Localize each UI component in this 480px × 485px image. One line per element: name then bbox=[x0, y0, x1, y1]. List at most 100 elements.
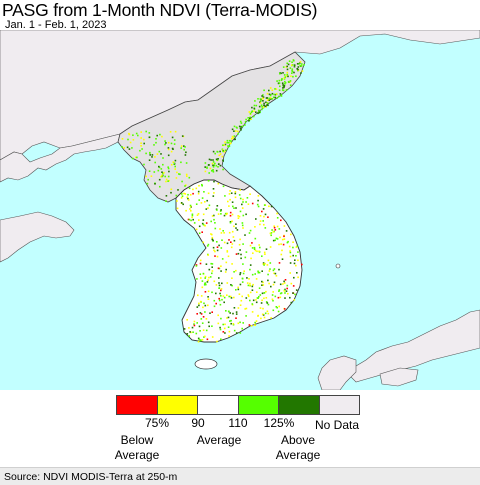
ndvi-pixel bbox=[239, 249, 241, 251]
ndvi-pixel bbox=[251, 106, 253, 109]
ndvi-pixel bbox=[143, 142, 145, 145]
ndvi-pixel bbox=[279, 93, 282, 95]
ndvi-pixel bbox=[200, 313, 203, 315]
ndvi-pixel bbox=[181, 193, 183, 195]
ndvi-pixel bbox=[234, 192, 237, 195]
ndvi-pixel bbox=[283, 77, 286, 79]
ndvi-pixel bbox=[202, 219, 205, 221]
ndvi-pixel bbox=[237, 286, 239, 289]
ndvi-pixel bbox=[238, 215, 241, 218]
ndvi-pixel bbox=[241, 295, 243, 298]
ndvi-pixel bbox=[258, 287, 261, 289]
ndvi-pixel bbox=[223, 241, 226, 244]
ndvi-pixel bbox=[278, 290, 280, 292]
ndvi-pixel bbox=[160, 168, 163, 170]
ndvi-pixel bbox=[140, 131, 142, 133]
ndvi-pixel bbox=[272, 96, 275, 99]
ndvi-pixel bbox=[165, 178, 168, 181]
ndvi-pixel bbox=[257, 315, 259, 317]
ndvi-pixel bbox=[214, 250, 216, 253]
japan-kyushu bbox=[317, 355, 357, 390]
ndvi-pixel bbox=[232, 236, 235, 238]
ndvi-pixel bbox=[269, 232, 272, 235]
ndvi-pixel bbox=[191, 214, 194, 217]
ndvi-pixel bbox=[204, 335, 206, 338]
ndvi-pixel bbox=[247, 117, 249, 119]
ndvi-pixel bbox=[196, 214, 199, 216]
ndvi-pixel bbox=[294, 293, 296, 296]
ndvi-pixel bbox=[121, 146, 123, 148]
ndvi-pixel bbox=[143, 138, 145, 141]
ndvi-pixel bbox=[268, 282, 270, 285]
ndvi-pixel bbox=[286, 284, 289, 287]
ndvi-pixel bbox=[195, 332, 198, 335]
ndvi-pixel bbox=[200, 295, 203, 297]
ndvi-pixel bbox=[257, 112, 259, 115]
ndvi-pixel bbox=[255, 111, 257, 113]
ndvi-pixel bbox=[265, 290, 267, 293]
ndvi-pixel bbox=[278, 89, 281, 91]
ndvi-pixel bbox=[226, 141, 228, 144]
ndvi-pixel bbox=[216, 150, 218, 153]
ndvi-pixel bbox=[205, 222, 208, 224]
ndvi-pixel bbox=[200, 318, 203, 320]
ndvi-pixel bbox=[186, 196, 189, 199]
ndvi-pixel bbox=[267, 312, 270, 315]
ndvi-pixel bbox=[270, 232, 273, 234]
ndvi-pixel bbox=[158, 178, 161, 181]
ndvi-pixel bbox=[216, 255, 219, 258]
ndvi-pixel bbox=[223, 144, 226, 146]
ndvi-pixel bbox=[233, 225, 235, 228]
ndvi-pixel bbox=[187, 193, 189, 196]
ndvi-pixel bbox=[211, 162, 214, 165]
ndvi-pixel bbox=[274, 96, 276, 99]
ndvi-pixel bbox=[230, 140, 232, 142]
ndvi-pixel bbox=[270, 205, 273, 208]
ndvi-pixel bbox=[251, 202, 254, 205]
ndvi-pixel bbox=[167, 141, 170, 144]
ndvi-pixel bbox=[219, 150, 221, 153]
ndvi-pixel bbox=[121, 138, 124, 140]
ndvi-pixel bbox=[179, 173, 181, 176]
ndvi-pixel bbox=[141, 148, 143, 150]
japan-shikoku bbox=[379, 367, 419, 387]
ndvi-pixel bbox=[238, 243, 241, 246]
ndvi-pixel bbox=[264, 105, 267, 108]
ndvi-pixel bbox=[261, 270, 263, 272]
ndvi-pixel bbox=[268, 99, 271, 102]
ndvi-pixel bbox=[217, 267, 220, 270]
ndvi-pixel bbox=[267, 273, 269, 276]
ndvi-pixel bbox=[274, 272, 277, 275]
ndvi-pixel bbox=[256, 203, 259, 206]
ndvi-pixel bbox=[239, 127, 242, 130]
ndvi-pixel bbox=[282, 89, 285, 92]
ndvi-pixel bbox=[162, 163, 164, 166]
ndvi-pixel bbox=[167, 154, 170, 157]
ndvi-pixel bbox=[235, 253, 238, 255]
ndvi-pixel bbox=[210, 159, 212, 161]
ndvi-pixel bbox=[242, 198, 244, 201]
ndvi-pixel bbox=[201, 322, 204, 324]
ndvi-pixel bbox=[282, 84, 284, 86]
ndvi-pixel bbox=[293, 65, 296, 68]
ndvi-pixel bbox=[225, 213, 228, 216]
ndvi-pixel bbox=[275, 88, 278, 90]
ndvi-pixel bbox=[131, 147, 133, 149]
ndvi-pixel bbox=[259, 98, 262, 100]
ndvi-pixel bbox=[128, 148, 131, 150]
ndvi-pixel bbox=[249, 284, 251, 287]
ndvi-pixel bbox=[242, 201, 244, 203]
ndvi-pixel bbox=[250, 257, 252, 260]
ndvi-pixel bbox=[230, 322, 232, 325]
ndvi-pixel bbox=[171, 147, 174, 150]
ndvi-pixel bbox=[212, 166, 215, 168]
ndvi-pixel bbox=[251, 247, 254, 249]
ndvi-pixel bbox=[161, 135, 163, 138]
ndvi-pixel bbox=[263, 264, 265, 266]
ndvi-pixel bbox=[211, 325, 213, 327]
ndvi-pixel bbox=[224, 332, 226, 334]
ndvi-pixel bbox=[176, 171, 178, 174]
ndvi-pixel bbox=[280, 219, 282, 222]
ndvi-pixel bbox=[186, 333, 189, 335]
ndvi-pixel bbox=[254, 249, 257, 252]
